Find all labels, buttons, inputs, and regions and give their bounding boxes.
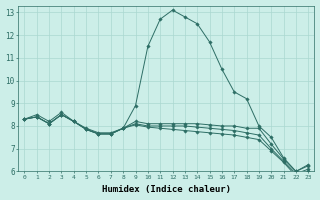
X-axis label: Humidex (Indice chaleur): Humidex (Indice chaleur) xyxy=(102,185,231,194)
